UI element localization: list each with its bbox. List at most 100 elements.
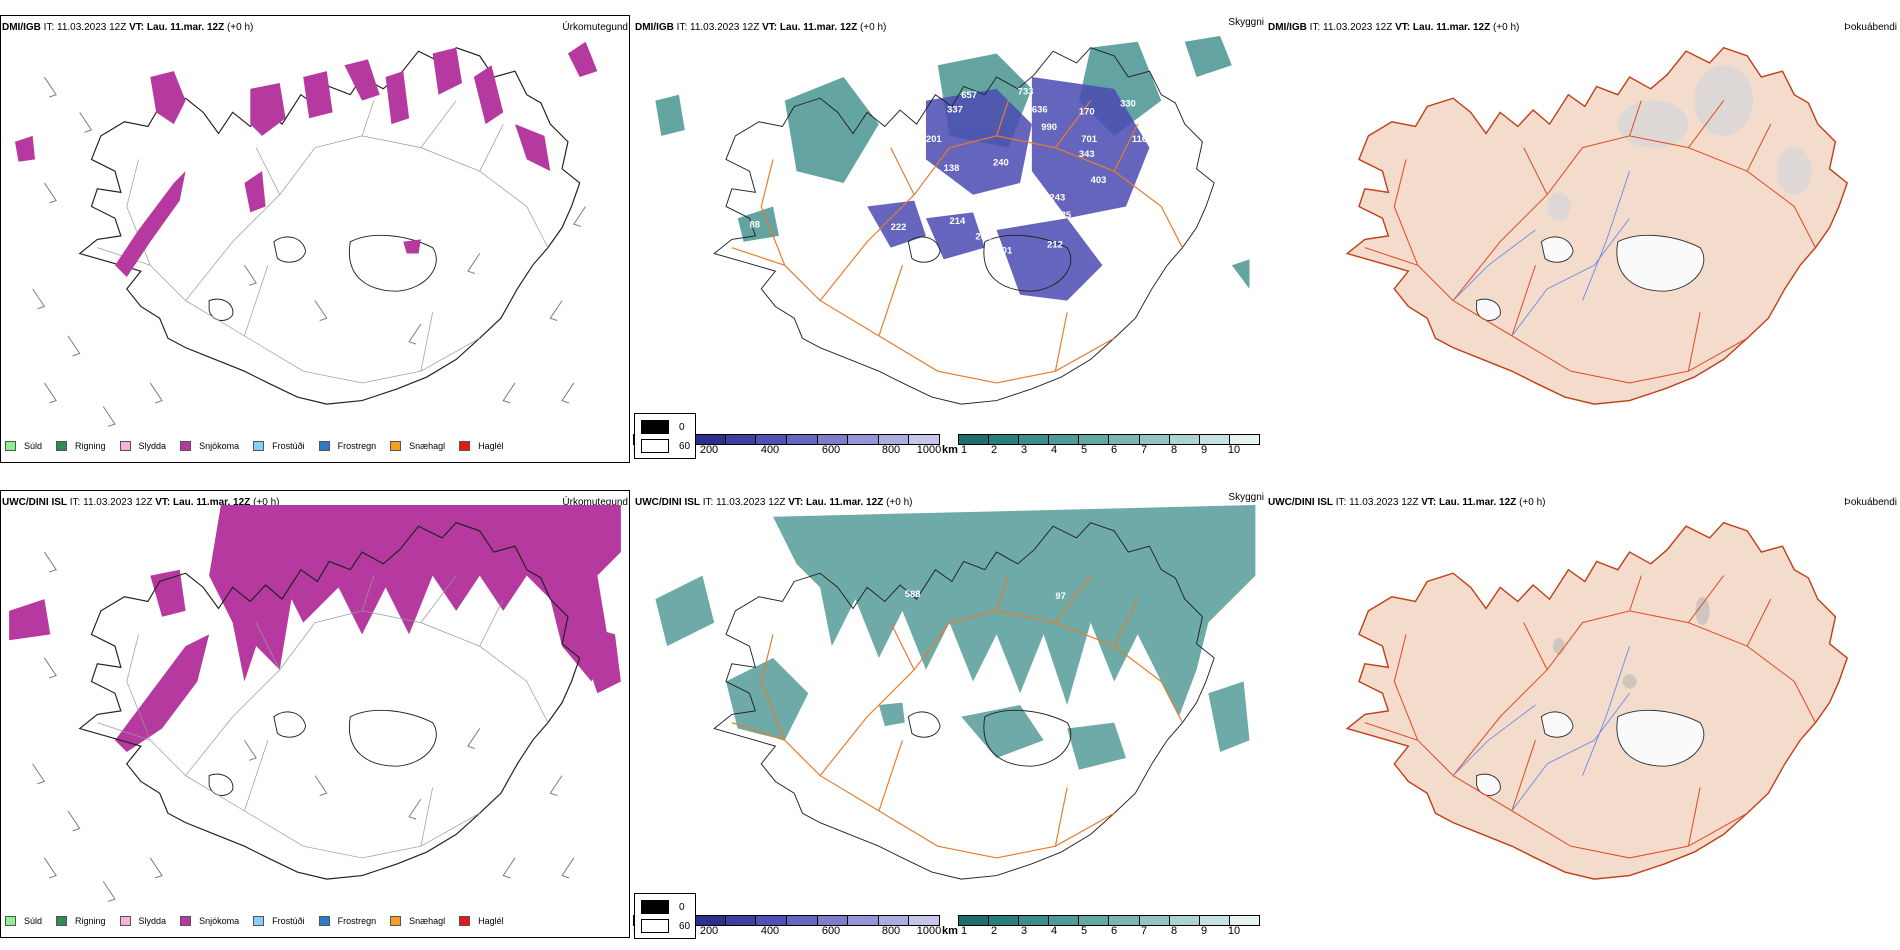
legend-swatch bbox=[180, 441, 192, 451]
legend-label: Rigning bbox=[75, 916, 106, 926]
precip-panel-bottom: UWC/DINI ISL IT: 11.03.2023 12Z VT: Lau.… bbox=[0, 475, 633, 950]
legend-swatch bbox=[318, 441, 330, 451]
vis-tick: 6 bbox=[1110, 925, 1118, 937]
fog-legend-bottom: 0 60 bbox=[634, 893, 696, 939]
fog-legend-top: 0 60 bbox=[634, 413, 696, 459]
vis-tick: 2 bbox=[990, 444, 998, 456]
panel-type-label: Þokuábendi bbox=[1844, 22, 1897, 33]
fog-legend-label: 0 bbox=[679, 421, 685, 433]
vis-tick: 4 bbox=[1050, 444, 1058, 456]
vis-cell bbox=[1079, 916, 1110, 925]
cloud-label: 330 bbox=[1120, 97, 1136, 108]
cloud-label: 246 bbox=[1102, 219, 1118, 230]
height-cell bbox=[878, 916, 910, 925]
height-cell bbox=[725, 435, 757, 444]
precip-legend: Súld Rigning Slydda Snjókoma Frostúði Fr… bbox=[5, 436, 518, 456]
cloud-map: 657 733 337 636 170 330 990 701 343 116 … bbox=[655, 35, 1250, 405]
legend-swatch bbox=[253, 916, 265, 926]
fog-swatch bbox=[641, 900, 669, 914]
legend-swatch bbox=[459, 441, 471, 451]
vis-unit: km bbox=[942, 444, 958, 456]
legend-swatch bbox=[56, 916, 68, 926]
snow-areas bbox=[15, 41, 598, 278]
legend-swatch bbox=[56, 441, 68, 451]
cloud-label: 588 bbox=[905, 588, 921, 599]
legend-item-frostudi: Frostúði bbox=[253, 441, 305, 451]
legend-swatch bbox=[459, 916, 471, 926]
vis-cell bbox=[1229, 916, 1259, 925]
legend-swatch bbox=[390, 441, 402, 451]
legend-swatch bbox=[119, 916, 131, 926]
panel-title: DMI/IGB IT: 11.03.2023 12Z VT: Lau. 11.m… bbox=[2, 22, 254, 33]
vis-tick: 7 bbox=[1140, 444, 1148, 456]
legend-swatch bbox=[253, 441, 265, 451]
legend-label: Súld bbox=[24, 441, 43, 451]
vis-tick: 1 bbox=[960, 925, 968, 937]
vis-cell bbox=[1169, 916, 1200, 925]
cloud-label: 240 bbox=[993, 156, 1009, 167]
visibility-areas bbox=[655, 505, 1256, 770]
height-tick: 200 bbox=[699, 925, 719, 937]
cloud-label: 179 bbox=[1091, 242, 1107, 253]
vis-tick: 9 bbox=[1200, 444, 1208, 456]
fog-swatch bbox=[641, 919, 669, 933]
cloud-panel-top: DMI/IGB IT: 11.03.2023 12Z VT: Lau. 11.m… bbox=[633, 0, 1266, 475]
vis-tick: 9 bbox=[1200, 925, 1208, 937]
height-tick: 400 bbox=[760, 925, 780, 937]
legend-swatch bbox=[318, 916, 330, 926]
panel-title: DMI/IGB IT: 11.03.2023 12Z VT: Lau. 11.m… bbox=[1268, 22, 1520, 33]
vis-cell bbox=[959, 916, 990, 925]
height-cell bbox=[725, 916, 757, 925]
panel-title: UWC/DINI ISL IT: 11.03.2023 12Z VT: Lau.… bbox=[2, 497, 280, 508]
vis-cell bbox=[1049, 916, 1080, 925]
legend-item-snjokoma: Snjókoma bbox=[180, 916, 239, 926]
legend-label: Slydda bbox=[138, 916, 167, 926]
cloud-label: 343 bbox=[1079, 148, 1095, 159]
vis-cell bbox=[989, 435, 1020, 444]
precip-map bbox=[9, 505, 621, 902]
vis-tick: 3 bbox=[1020, 925, 1028, 937]
legend-label: Haglél bbox=[478, 441, 504, 451]
cloud-label: 733 bbox=[1018, 86, 1034, 97]
height-cell bbox=[878, 435, 910, 444]
height-tick: 800 bbox=[881, 925, 901, 937]
height-cell bbox=[695, 916, 726, 925]
legend-item-suld: Súld bbox=[5, 916, 42, 926]
legend-label: Frostúði bbox=[272, 441, 305, 451]
cloud-label: 657 bbox=[961, 89, 977, 100]
cloud-height-labels: 657 733 337 636 170 330 990 701 343 116 … bbox=[750, 86, 1188, 256]
cloud-label: 212 bbox=[1047, 239, 1063, 250]
height-cell bbox=[756, 435, 787, 444]
vis-cell bbox=[989, 916, 1020, 925]
fog-legend-label: 60 bbox=[679, 920, 691, 932]
precip-map bbox=[15, 41, 598, 427]
legend-swatch bbox=[5, 441, 16, 451]
cloud-label: 170 bbox=[1079, 106, 1095, 117]
vis-tick: 2 bbox=[990, 925, 998, 937]
legend-label: Súld bbox=[24, 916, 43, 926]
fog-legend-item: 60 bbox=[641, 919, 690, 933]
cloud-label: 301 bbox=[997, 245, 1013, 256]
fog-swatch bbox=[641, 420, 669, 434]
precip-panel-top: DMI/IGB IT: 11.03.2023 12Z VT: Lau. 11.m… bbox=[0, 0, 633, 475]
vis-cell bbox=[1049, 435, 1080, 444]
legend-item-haglel: Haglél bbox=[459, 916, 504, 926]
legend-swatch bbox=[5, 916, 16, 926]
height-cell bbox=[848, 435, 879, 444]
vis-cell bbox=[1109, 916, 1140, 925]
fog-panel-top: DMI/IGB IT: 11.03.2023 12Z VT: Lau. 11.m… bbox=[1266, 0, 1899, 475]
height-tick: 1000 bbox=[916, 925, 942, 937]
height-tick: 1000 bbox=[916, 444, 942, 456]
vis-cell bbox=[1139, 916, 1170, 925]
legend-item-slydda: Slydda bbox=[119, 916, 167, 926]
cloud-label: 222 bbox=[891, 221, 907, 232]
panel-type-label: Skyggni bbox=[1228, 17, 1264, 28]
legend-item-haglel: Haglél bbox=[459, 441, 504, 451]
vis-cell bbox=[1019, 916, 1050, 925]
vis-cell bbox=[1169, 435, 1200, 444]
fog-legend-item: 0 bbox=[641, 420, 685, 434]
legend-swatch bbox=[180, 916, 192, 926]
cloud-label: 636 bbox=[1032, 103, 1048, 114]
vis-colorbar: km 1 2 3 4 5 6 7 8 9 10 bbox=[942, 915, 1263, 945]
cloud-label: 214 bbox=[950, 215, 966, 226]
